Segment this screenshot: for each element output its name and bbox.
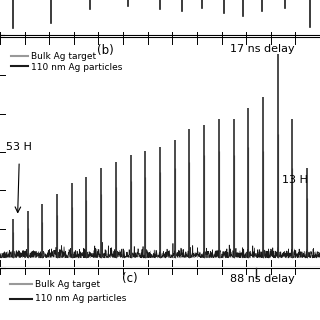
Text: Bulk Ag target: Bulk Ag target — [35, 280, 100, 289]
Text: (c): (c) — [122, 272, 137, 285]
Text: 13 H: 13 H — [282, 175, 308, 185]
Text: 88 ns delay: 88 ns delay — [230, 274, 295, 284]
Text: 17 ns delay: 17 ns delay — [230, 44, 295, 54]
Text: 53 H: 53 H — [6, 142, 32, 152]
Legend: Bulk Ag target, 110 nm Ag particles: Bulk Ag target, 110 nm Ag particles — [8, 48, 126, 75]
Text: 110 nm Ag particles: 110 nm Ag particles — [35, 294, 127, 303]
Text: (b): (b) — [97, 44, 114, 57]
